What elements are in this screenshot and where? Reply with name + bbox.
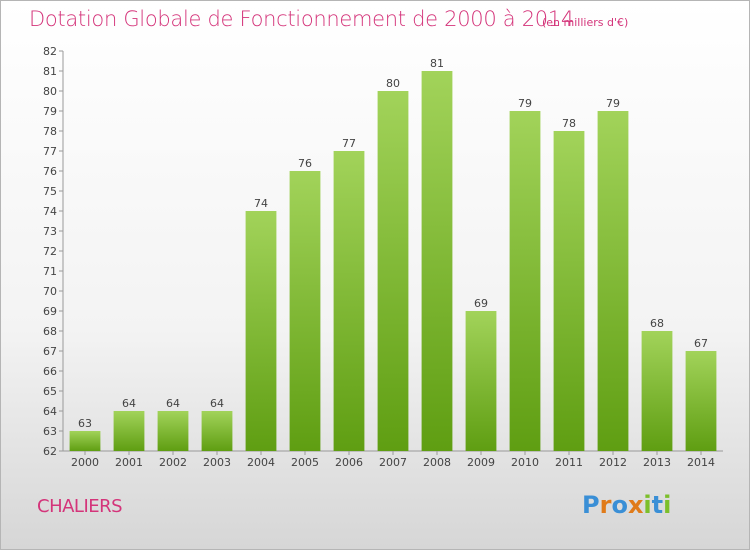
x-tick-label: 2003 [203, 456, 231, 469]
y-tick-label: 65 [43, 385, 57, 398]
bar-value-label: 64 [210, 397, 224, 410]
bar-2009 [465, 311, 497, 451]
bar-value-label: 78 [562, 117, 576, 130]
x-tick-label: 2002 [159, 456, 187, 469]
bar-value-label: 63 [78, 417, 92, 430]
logo-letter: t [651, 491, 664, 519]
bar-value-label: 64 [166, 397, 180, 410]
proxiti-logo[interactable]: Proxiti [582, 491, 671, 519]
bar-2006 [333, 151, 365, 451]
x-tick-label: 2000 [71, 456, 99, 469]
y-tick-label: 79 [43, 105, 57, 118]
y-tick-label: 81 [43, 65, 57, 78]
bar-value-label: 76 [298, 157, 312, 170]
y-tick-label: 74 [43, 205, 57, 218]
logo-letter: P [582, 491, 600, 519]
x-tick-label: 2004 [247, 456, 275, 469]
bar-2010 [509, 111, 541, 451]
y-tick-label: 68 [43, 325, 57, 338]
bar-value-label: 69 [474, 297, 488, 310]
y-tick-label: 67 [43, 345, 57, 358]
logo-letter: x [627, 491, 644, 519]
x-tick-label: 2012 [599, 456, 627, 469]
y-tick-label: 71 [43, 265, 57, 278]
bar-value-label: 74 [254, 197, 268, 210]
logo-letter: o [611, 491, 628, 519]
bar-value-label: 79 [606, 97, 620, 110]
logo-letter: i [663, 491, 672, 519]
bar-value-label: 64 [122, 397, 136, 410]
x-tick-label: 2001 [115, 456, 143, 469]
x-tick-label: 2014 [687, 456, 715, 469]
y-tick-label: 82 [43, 45, 57, 58]
logo-letter: i [643, 491, 652, 519]
x-tick-label: 2013 [643, 456, 671, 469]
bar-2004 [245, 211, 277, 451]
bar-2000 [69, 431, 101, 451]
x-tick-label: 2005 [291, 456, 319, 469]
bar-2007 [377, 91, 409, 451]
bar-2001 [113, 411, 145, 451]
x-tick-label: 2007 [379, 456, 407, 469]
commune-name: CHALIERS [37, 496, 123, 517]
y-tick-label: 76 [43, 165, 57, 178]
x-tick-label: 2010 [511, 456, 539, 469]
y-tick-label: 64 [43, 405, 57, 418]
y-tick-label: 78 [43, 125, 57, 138]
bar-2005 [289, 171, 321, 451]
bar-2012 [597, 111, 629, 451]
x-tick-label: 2009 [467, 456, 495, 469]
bar-2014 [685, 351, 717, 451]
x-tick-label: 2006 [335, 456, 363, 469]
y-tick-label: 69 [43, 305, 57, 318]
y-tick-label: 73 [43, 225, 57, 238]
bars-group: 63 64 64 64 74 76 77 80 81 69 79 78 79 68 67 [69, 57, 717, 451]
bar-2008 [421, 71, 453, 451]
y-tick-label: 75 [43, 185, 57, 198]
logo-letter: r [599, 491, 612, 519]
axes: 62 63 64 65 66 67 68 69 70 71 72 73 74 75 76 77 78 79 80 81… [43, 45, 723, 469]
bar-value-label: 81 [430, 57, 444, 70]
x-tick-label: 2011 [555, 456, 583, 469]
bar-value-label: 77 [342, 137, 356, 150]
bar-value-label: 67 [694, 337, 708, 350]
y-tick-label: 77 [43, 145, 57, 158]
chart-subtitle: (en milliers d'€) [542, 16, 629, 29]
bar-2002 [157, 411, 189, 451]
y-tick-label: 80 [43, 85, 57, 98]
y-tick-label: 66 [43, 365, 57, 378]
y-tick-label: 62 [43, 445, 57, 458]
y-tick-label: 63 [43, 425, 57, 438]
bar-2011 [553, 131, 585, 451]
bar-2003 [201, 411, 233, 451]
bar-value-label: 79 [518, 97, 532, 110]
chart-title: Dotation Globale de Fonctionnement de 20… [29, 7, 574, 31]
bar-value-label: 80 [386, 77, 400, 90]
x-tick-label: 2008 [423, 456, 451, 469]
y-tick-label: 72 [43, 245, 57, 258]
bar-2013 [641, 331, 673, 451]
bar-value-label: 68 [650, 317, 664, 330]
y-tick-label: 70 [43, 285, 57, 298]
